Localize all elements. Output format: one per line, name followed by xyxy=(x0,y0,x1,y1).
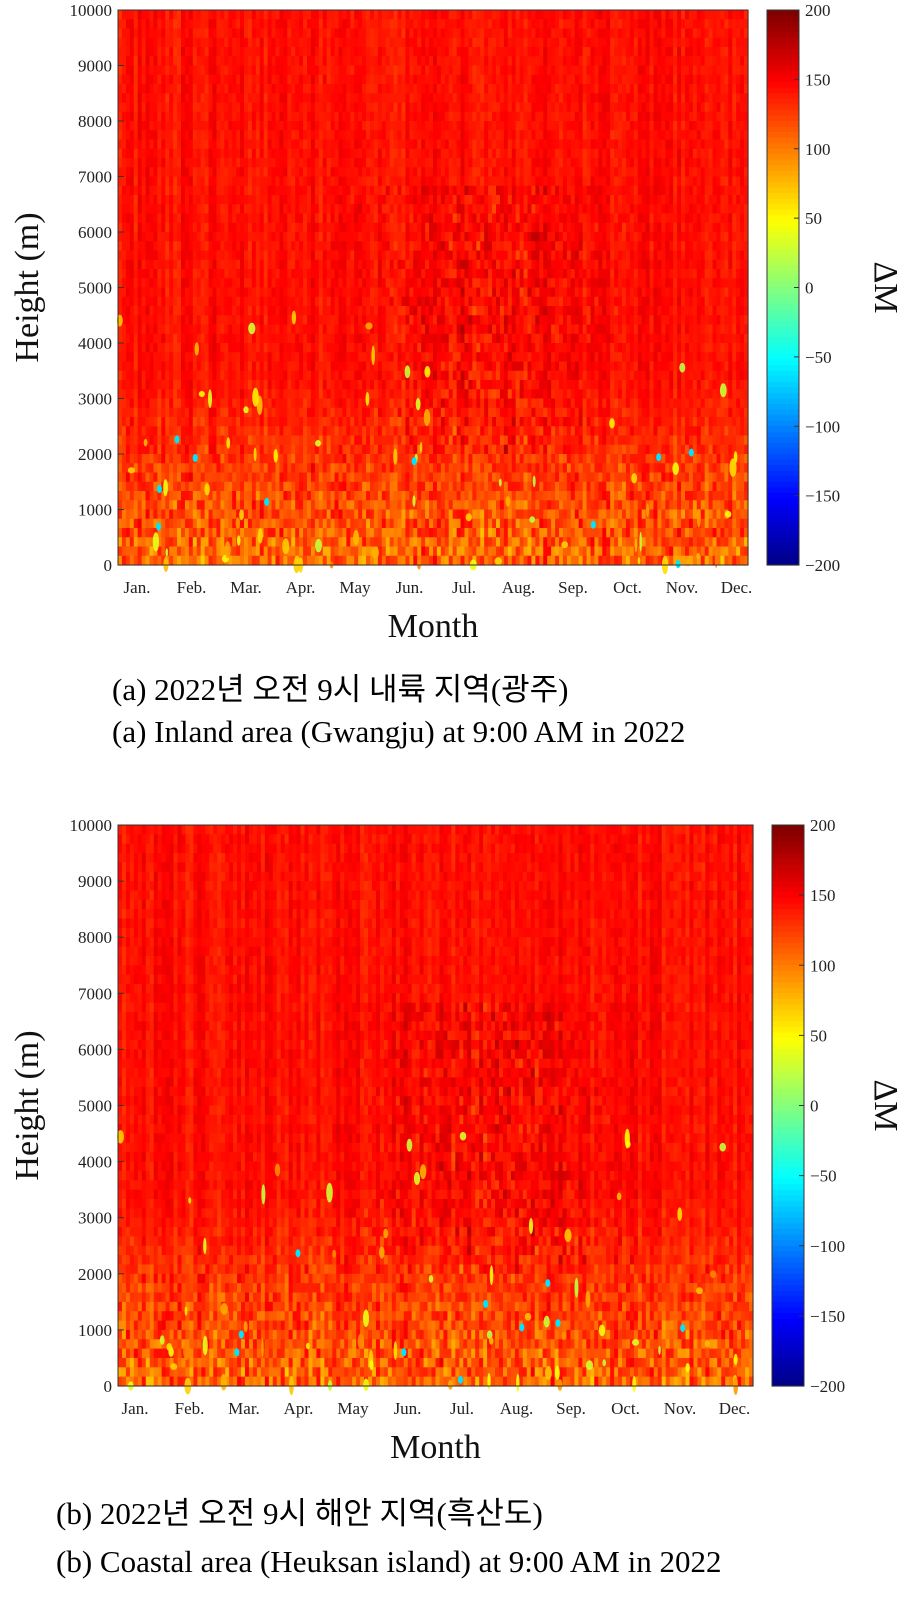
caption-english: (a) Inland area (Gwangju) at 9:00 AM in … xyxy=(112,714,686,749)
y-tick-label: 7000 xyxy=(78,984,112,1003)
y-tick-label: 8000 xyxy=(78,928,112,947)
x-tick-label: Mar. xyxy=(228,1399,260,1418)
y-tick-label: 3000 xyxy=(78,390,112,409)
y-tick-label: 1000 xyxy=(78,501,112,520)
y-tick-label: 9000 xyxy=(78,872,112,891)
caption-english: (b) Coastal area (Heuksan island) at 9:0… xyxy=(56,1544,722,1579)
x-tick-label: Aug. xyxy=(500,1399,534,1418)
x-tick-label: Sep. xyxy=(556,1399,586,1418)
colorbar-tick-label: 200 xyxy=(810,816,836,835)
colorbar xyxy=(772,825,804,1387)
y-tick-label: 6000 xyxy=(78,1040,112,1059)
colorbar-title: ΔM xyxy=(867,1079,904,1131)
x-tick-label: Aug. xyxy=(502,578,536,597)
colorbar-tick-label: −200 xyxy=(805,556,840,575)
colorbar-tick-label: −200 xyxy=(810,1377,845,1396)
colorbar xyxy=(767,10,799,566)
heatmap-chart-inland: 0100020003000400050006000700080009000100… xyxy=(9,1,904,645)
panel-coastal-heuksan: 0 1000 2000 3000 4000 5000 6000 7000 8000 9000 100… xyxy=(0,816,921,1606)
colorbar-tick-label: −100 xyxy=(810,1237,845,1256)
x-tick-label: Apr. xyxy=(286,578,316,597)
x-tick-label: Feb. xyxy=(177,578,207,597)
x-tick-label: Jul. xyxy=(452,578,476,597)
colorbar-tick-label: −100 xyxy=(805,417,840,436)
panel-inland-gwangju: 0 1000 2000 3000 4000 5000 6000 7000 8000 9000 100… xyxy=(0,0,921,760)
heatmap-field xyxy=(118,825,754,1387)
colorbar-tick-label: −150 xyxy=(805,487,840,506)
y-tick-label: 0 xyxy=(104,1377,113,1396)
colorbar-tick-label: 100 xyxy=(810,956,836,975)
x-tick-label: Dec. xyxy=(721,578,753,597)
colorbar-tick-label: 150 xyxy=(805,70,831,89)
x-tick-label: Feb. xyxy=(175,1399,205,1418)
colorbar-title: ΔM xyxy=(867,261,904,313)
y-tick-label: 0 xyxy=(104,556,113,575)
heatmap-chart-coastal: 0100020003000400050006000700080009000100… xyxy=(9,816,904,1466)
colorbar-tick-label: −50 xyxy=(805,348,832,367)
y-tick-label: 10000 xyxy=(70,816,113,835)
y-axis-title: Height (m) xyxy=(9,212,46,362)
colorbar-tick-label: 100 xyxy=(805,140,831,159)
y-tick-label: 3000 xyxy=(78,1209,112,1228)
x-tick-label: Jan. xyxy=(124,578,151,597)
heatmap-field xyxy=(118,10,749,566)
x-tick-label: Oct. xyxy=(611,1399,640,1418)
colorbar-tick-label: −150 xyxy=(810,1307,845,1326)
x-tick-label: Jun. xyxy=(396,578,424,597)
x-tick-label: May xyxy=(337,1399,369,1418)
y-axis-title: Height (m) xyxy=(9,1030,46,1180)
colorbar-tick-label: 50 xyxy=(810,1026,827,1045)
x-tick-label: Mar. xyxy=(230,578,262,597)
heatmap-anomalies xyxy=(117,1128,739,1395)
x-axis-title: Month xyxy=(390,1429,481,1466)
x-tick-label: Nov. xyxy=(664,1399,696,1418)
colorbar-tick-label: 200 xyxy=(805,1,831,20)
x-tick-label: Apr. xyxy=(284,1399,314,1418)
y-tick-label: 1000 xyxy=(78,1321,112,1340)
x-axis-title: Month xyxy=(388,608,479,645)
y-tick-label: 9000 xyxy=(78,57,112,76)
y-tick-label: 5000 xyxy=(78,279,112,298)
y-tick-label: 4000 xyxy=(78,334,112,353)
x-tick-label: May xyxy=(339,578,371,597)
y-tick-label: 7000 xyxy=(78,168,112,187)
colorbar-tick-label: 0 xyxy=(810,1097,819,1116)
caption-korean: (a) 2022년 오전 9시 내륙 지역(광주) xyxy=(112,672,569,707)
x-tick-label: Sep. xyxy=(558,578,588,597)
colorbar-tick-label: −50 xyxy=(810,1167,837,1186)
colorbar-tick-label: 150 xyxy=(810,886,836,905)
y-tick-label: 6000 xyxy=(78,223,112,242)
x-tick-label: Oct. xyxy=(613,578,642,597)
heatmap-anomalies xyxy=(116,310,738,575)
x-tick-label: Jan. xyxy=(122,1399,149,1418)
y-tick-label: 5000 xyxy=(78,1097,112,1116)
x-tick-label: Dec. xyxy=(719,1399,751,1418)
y-tick-label: 10000 xyxy=(70,1,113,20)
caption-korean: (b) 2022년 오전 9시 해안 지역(흑산도) xyxy=(56,1496,543,1531)
colorbar-tick-label: 50 xyxy=(805,209,822,228)
y-tick-label: 8000 xyxy=(78,112,112,131)
y-tick-label: 2000 xyxy=(78,1265,112,1284)
x-tick-label: Nov. xyxy=(666,578,698,597)
x-tick-label: Jun. xyxy=(394,1399,422,1418)
x-tick-label: Jul. xyxy=(450,1399,474,1418)
colorbar-tick-label: 0 xyxy=(805,279,814,298)
y-tick-label: 4000 xyxy=(78,1153,112,1172)
y-tick-label: 2000 xyxy=(78,445,112,464)
